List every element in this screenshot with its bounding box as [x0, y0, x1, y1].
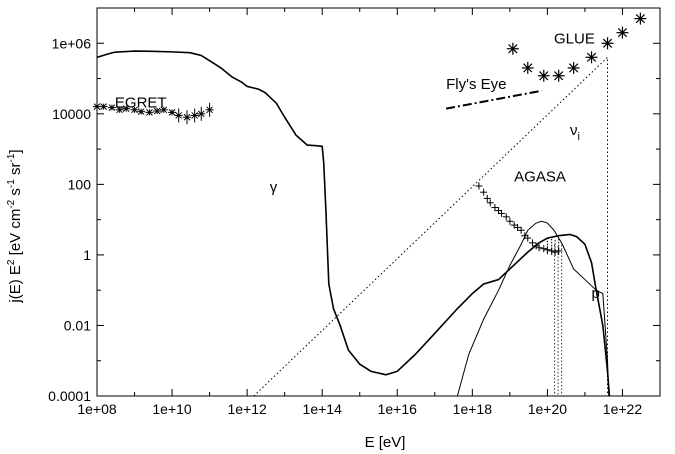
- x-tick-label: 1e+18: [453, 401, 493, 417]
- glue-point-stroke: [508, 44, 518, 54]
- x-tick-label: 1e+12: [227, 401, 267, 417]
- glue-point: [585, 51, 598, 64]
- x-tick-label: 1e+22: [603, 401, 643, 417]
- axis-ticks: 1e+08 1e+10 1e+12 1e+14 1e+16 1e+18 1e+20 1e+22…: [48, 7, 661, 417]
- y-tick-label: 0.0001: [48, 388, 91, 404]
- egret-point: [137, 108, 146, 116]
- glue-point-stroke: [523, 63, 533, 73]
- egret-point: [197, 106, 206, 121]
- agasa-point: [517, 226, 525, 234]
- x-tick-label: 1e+14: [303, 401, 343, 417]
- glue-point: [506, 42, 519, 55]
- y-tick-label: 10000: [52, 106, 91, 122]
- agasa-point: [483, 194, 491, 202]
- egret-point: [174, 108, 183, 123]
- glue-point-stroke: [635, 13, 645, 24]
- glue-point: [552, 69, 565, 82]
- series-line-solid-thick-0: [97, 50, 611, 396]
- agasa-point: [535, 244, 543, 252]
- y-axis-label: j(E) E2 [eV cm-2 s-1 sr-1]: [6, 149, 24, 303]
- series-line-fly-s-eye-3: [445, 89, 542, 110]
- agasa-point: [491, 204, 499, 212]
- annotation-fly-s-eye: Fly's Eye: [446, 76, 506, 93]
- egret-point: [122, 105, 131, 113]
- data-markers: [93, 12, 647, 396]
- annotation--: γ: [270, 179, 278, 196]
- annotation-agasa: AGASA: [514, 169, 566, 186]
- egret-point: [130, 106, 139, 114]
- y-tick-label: 0.01: [64, 317, 91, 333]
- annotations: EGRET γ GLUE Fly's Eye νi AGASA p: [115, 30, 600, 302]
- plot-frame: [96, 7, 661, 397]
- glue-point-stroke: [602, 38, 613, 48]
- plot-frame-rect: [96, 7, 661, 397]
- agasa-point: [486, 199, 494, 207]
- glue-point-stroke: [569, 63, 579, 73]
- glue-point: [634, 12, 647, 25]
- y-tick-label: 1: [83, 247, 91, 263]
- egret-point: [168, 109, 177, 116]
- agasa-point: [555, 238, 563, 255]
- agasa-point: [540, 245, 548, 253]
- glue-point: [616, 26, 629, 39]
- glue-point: [567, 61, 580, 74]
- series-lines: [97, 50, 611, 396]
- egret-point: [107, 104, 116, 111]
- x-tick-label: 1e+10: [152, 401, 192, 417]
- y-tick-label: 1e+06: [52, 35, 92, 51]
- egret-point: [190, 108, 199, 123]
- glue-point-stroke: [554, 71, 564, 81]
- egret-point: [153, 107, 162, 115]
- x-tick-label: 1e+16: [378, 401, 418, 417]
- annotation-glue: GLUE: [554, 30, 595, 47]
- glue-point-stroke: [539, 71, 549, 81]
- y-tick-label: 100: [68, 176, 92, 192]
- agasa-point: [528, 239, 536, 247]
- annotation--i: νi: [570, 122, 580, 143]
- egret-point: [115, 106, 124, 114]
- glue-point-stroke: [617, 28, 628, 38]
- agasa-point: [532, 242, 540, 250]
- x-tick-label: 1e+20: [528, 401, 568, 417]
- annotation-egret: EGRET: [115, 95, 167, 112]
- x-axis-label: E [eV]: [365, 434, 406, 451]
- glue-point: [537, 69, 550, 82]
- glue-point-stroke: [586, 52, 597, 62]
- x-tick-label: 1e+08: [77, 401, 117, 417]
- agasa-point: [543, 237, 551, 255]
- agasa-point: [502, 213, 510, 221]
- egret-point: [205, 102, 214, 117]
- agasa-point: [475, 182, 483, 190]
- series-line-solid-thin-1: [456, 220, 610, 396]
- series-line--i-2: [253, 56, 609, 396]
- agasa-point: [524, 234, 532, 242]
- egret-point: [99, 103, 108, 110]
- egret-point: [183, 110, 192, 125]
- egret-point: [159, 106, 168, 114]
- glue-point: [521, 61, 534, 74]
- agasa-point: [506, 217, 514, 225]
- agasa-point: [480, 188, 488, 196]
- egret-point: [145, 109, 154, 116]
- glue-point: [601, 37, 614, 50]
- agasa-point: [498, 209, 506, 217]
- annotation-p: p: [592, 285, 600, 302]
- agasa-point: [514, 223, 522, 231]
